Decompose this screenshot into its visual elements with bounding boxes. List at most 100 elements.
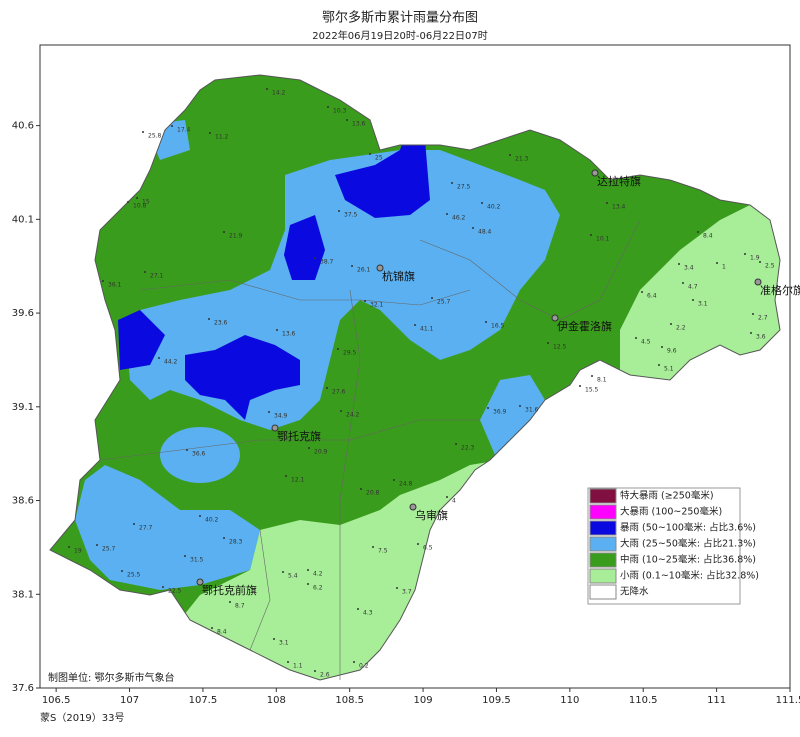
station-dot — [431, 297, 433, 299]
legend-swatch — [589, 584, 617, 600]
station-dot — [414, 324, 416, 326]
zone-rainstorm — [335, 135, 430, 218]
station-dot — [282, 571, 284, 573]
lon-tick-label: 108 — [267, 695, 286, 706]
station-dot — [209, 132, 211, 134]
footer-approval: 蒙S（2019）33号 — [40, 711, 125, 724]
lon-tick-label: 110.5 — [629, 695, 658, 706]
station-value: 41.1 — [420, 326, 434, 333]
station-value: 15 — [142, 199, 150, 206]
place-label: 乌审旗 — [415, 508, 448, 522]
station-dot — [314, 257, 316, 259]
station-dot — [266, 88, 268, 90]
station-value: 24.2 — [346, 412, 360, 419]
station-value: 4.3 — [363, 610, 373, 617]
zone-heavy — [160, 427, 240, 483]
place-dot — [551, 314, 559, 322]
station-value: 22.3 — [461, 445, 475, 452]
station-dot — [211, 627, 213, 629]
station-value: 10.8 — [133, 203, 147, 210]
station-value: 0.2 — [359, 663, 369, 670]
station-value: 12.1 — [291, 477, 305, 484]
lat-tick-label: 40.6 — [12, 121, 34, 132]
place-label: 达拉特旗 — [597, 174, 641, 188]
footer-unit: 制图单位: 鄂尔多斯市气象台 — [48, 671, 175, 684]
station-dot — [417, 543, 419, 545]
station-value: 40.2 — [205, 517, 219, 524]
legend-swatch — [589, 552, 617, 568]
station-dot — [509, 154, 511, 156]
station-value: 7.5 — [378, 548, 388, 555]
lon-tick-label: 106.5 — [42, 695, 71, 706]
station-dot — [158, 357, 160, 359]
place-dot — [271, 424, 279, 432]
zone-rainstorm — [284, 215, 325, 280]
station-value: 3.7 — [402, 589, 412, 596]
station-dot — [360, 488, 362, 490]
lat-tick-label: 40.1 — [12, 214, 34, 225]
station-value: 2.7 — [758, 315, 768, 322]
county-border — [139, 279, 471, 306]
lon-tick-label: 108.5 — [335, 695, 364, 706]
station-value: 37.5 — [344, 212, 358, 219]
station-value: 6.2 — [313, 585, 323, 592]
county-border — [99, 419, 480, 461]
station-dot — [186, 449, 188, 451]
station-value: 40.2 — [487, 204, 501, 211]
station-value: 13.6 — [352, 121, 366, 128]
lon-tick-label: 107 — [120, 695, 139, 706]
axis-ticks: 106.5 107 107.5 108 108.5 109 109.5 110 110.5 111… — [12, 121, 800, 706]
station-dot — [276, 329, 278, 331]
zone-heavy — [480, 375, 545, 455]
station-value: 44.2 — [164, 359, 178, 366]
station-value: 2.2 — [676, 325, 686, 332]
legend: 特大暴雨 (≥250毫米) 大暴雨 (100~250毫米) 暴雨 (50~100毫米… — [587, 487, 759, 605]
place-label: 杭锦旗 — [382, 269, 415, 283]
station-dot — [208, 318, 210, 320]
station-value: 4.7 — [688, 284, 698, 291]
station-dot — [338, 210, 340, 212]
lon-tick-label: 111.5 — [776, 695, 800, 706]
station-value: 23.6 — [214, 320, 228, 327]
place-dot — [754, 278, 762, 286]
station-value: 5.4 — [288, 573, 298, 580]
station-dot — [481, 202, 483, 204]
county-border — [249, 529, 271, 651]
station-value: 1.1 — [293, 663, 303, 670]
station-value: 3.4 — [684, 265, 694, 272]
title: 鄂尔多斯市累计雨量分布图 — [322, 10, 478, 26]
station-value: 11.2 — [215, 134, 229, 141]
station-dot — [487, 407, 489, 409]
station-value: 3.1 — [279, 640, 289, 647]
station-dot — [682, 282, 684, 284]
station-dot — [472, 227, 474, 229]
lon-tick-label: 109.5 — [482, 695, 511, 706]
legend-label: 无降水 — [620, 586, 649, 598]
station-value: 2.6 — [320, 672, 330, 679]
station-dot — [455, 443, 457, 445]
station-dot — [692, 299, 694, 301]
place-label: 准格尔旗 — [760, 283, 800, 297]
county-border — [419, 219, 641, 321]
station-dot — [199, 515, 201, 517]
station-value: 25.7 — [102, 546, 116, 553]
station-dot — [744, 253, 746, 255]
station-value: 25.8 — [148, 133, 162, 140]
place-dot — [376, 264, 384, 272]
station-value: 36.1 — [108, 282, 122, 289]
station-value: 46.2 — [452, 215, 466, 222]
legend-label: 大暴雨 (100~250毫米) — [620, 506, 722, 518]
station-dot — [750, 332, 752, 334]
station-value: 25 — [375, 155, 383, 162]
station-value: 13.4 — [612, 204, 626, 211]
station-value: 22.5 — [168, 588, 182, 595]
station-value: 1 — [722, 264, 726, 271]
station-value: 31.6 — [525, 407, 539, 414]
zone-light — [620, 200, 780, 380]
station-dot — [446, 496, 448, 498]
place-dot — [196, 578, 204, 586]
station-value: 13.6 — [282, 331, 296, 338]
station-dot — [451, 182, 453, 184]
